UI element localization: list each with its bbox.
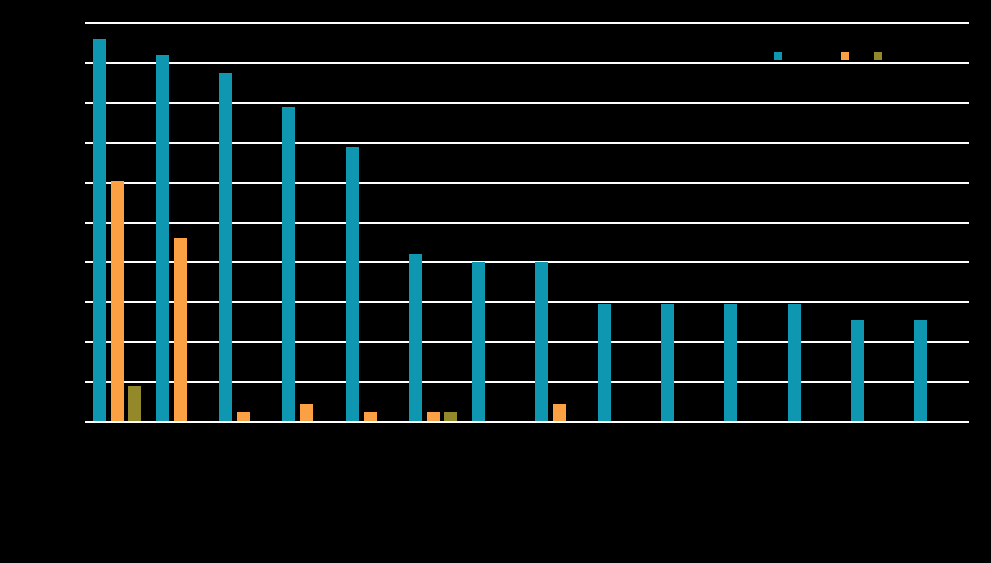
- bar-teal-group4: [282, 107, 295, 422]
- gridline: [85, 62, 969, 64]
- bar-orange-group2: [174, 238, 187, 422]
- legend-swatch-teal: [774, 52, 782, 60]
- bar-orange-group8: [553, 404, 566, 422]
- gridline: [85, 301, 969, 303]
- gridline: [85, 261, 969, 263]
- x-axis-line: [85, 421, 969, 423]
- bar-teal-group14: [914, 320, 927, 422]
- bar-teal-group1: [93, 39, 106, 422]
- bar-teal-group7: [472, 262, 485, 422]
- bar-teal-group13: [851, 320, 864, 422]
- bar-olive-group1: [128, 386, 141, 422]
- bar-teal-group6: [409, 254, 422, 422]
- bar-teal-group12: [788, 304, 801, 422]
- bar-teal-group5: [346, 147, 359, 422]
- bar-orange-group4: [300, 404, 313, 422]
- gridline: [85, 102, 969, 104]
- bar-olive-group6: [444, 412, 457, 422]
- legend-item-series1: [774, 51, 841, 60]
- legend-swatch-olive: [874, 52, 882, 60]
- gridline: [85, 142, 969, 144]
- bar-teal-group2: [156, 55, 169, 422]
- bar-teal-group10: [661, 304, 674, 422]
- legend-item-series3: [874, 51, 898, 60]
- bar-teal-group8: [535, 262, 548, 422]
- plot-area: [85, 22, 969, 423]
- gridline: [85, 341, 969, 343]
- bar-orange-group6: [427, 412, 440, 422]
- legend: [774, 51, 898, 60]
- bar-teal-group9: [598, 304, 611, 422]
- gridline: [85, 182, 969, 184]
- bar-orange-group1: [111, 181, 124, 422]
- gridline: [85, 222, 969, 224]
- legend-item-series2: [841, 51, 874, 60]
- gridline: [85, 381, 969, 383]
- bar-orange-group3: [237, 412, 250, 422]
- legend-swatch-orange: [841, 52, 849, 60]
- bar-orange-group5: [364, 412, 377, 422]
- bar-teal-group3: [219, 73, 232, 422]
- bar-teal-group11: [724, 304, 737, 422]
- gridline: [85, 22, 969, 24]
